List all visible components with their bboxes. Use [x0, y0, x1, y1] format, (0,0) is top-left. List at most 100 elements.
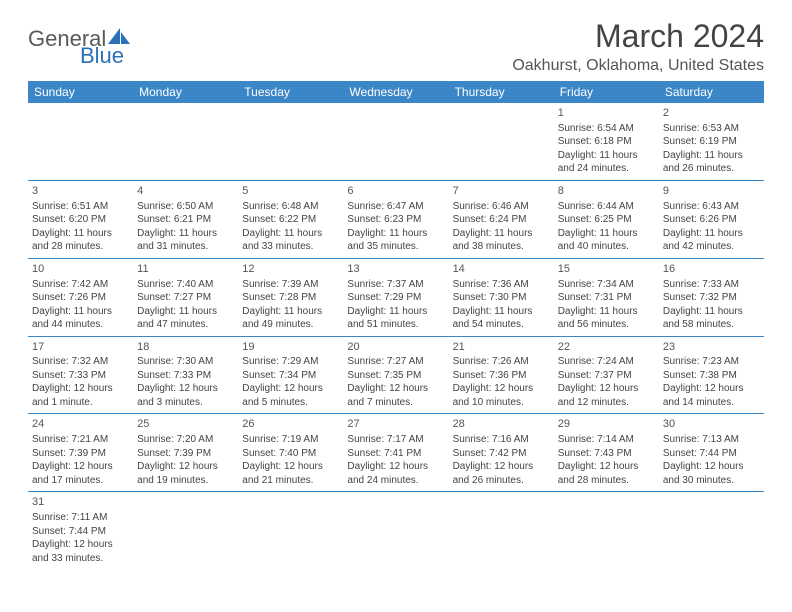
- daylight1-text: Daylight: 11 hours: [558, 227, 655, 241]
- daylight1-text: Daylight: 12 hours: [663, 460, 760, 474]
- daylight2-text: and 58 minutes.: [663, 318, 760, 332]
- calendar-cell: 11Sunrise: 7:40 AMSunset: 7:27 PMDayligh…: [133, 258, 238, 336]
- sunrise-text: Sunrise: 6:47 AM: [347, 200, 444, 214]
- sunset-text: Sunset: 7:28 PM: [242, 291, 339, 305]
- calendar-cell: 28Sunrise: 7:16 AMSunset: 7:42 PMDayligh…: [449, 414, 554, 492]
- daylight2-text: and 24 minutes.: [558, 162, 655, 176]
- daylight2-text: and 7 minutes.: [347, 396, 444, 410]
- sunset-text: Sunset: 7:43 PM: [558, 447, 655, 461]
- sunset-text: Sunset: 6:24 PM: [453, 213, 550, 227]
- sunrise-text: Sunrise: 7:23 AM: [663, 355, 760, 369]
- day-number: 15: [558, 262, 655, 277]
- sunset-text: Sunset: 6:20 PM: [32, 213, 129, 227]
- calendar-row: 1Sunrise: 6:54 AMSunset: 6:18 PMDaylight…: [28, 103, 764, 180]
- sunset-text: Sunset: 7:30 PM: [453, 291, 550, 305]
- daylight1-text: Daylight: 11 hours: [137, 305, 234, 319]
- sunset-text: Sunset: 6:22 PM: [242, 213, 339, 227]
- sunset-text: Sunset: 7:44 PM: [663, 447, 760, 461]
- daylight2-text: and 19 minutes.: [137, 474, 234, 488]
- sunrise-text: Sunrise: 7:20 AM: [137, 433, 234, 447]
- daylight1-text: Daylight: 11 hours: [558, 149, 655, 163]
- daylight1-text: Daylight: 12 hours: [137, 460, 234, 474]
- calendar-cell: 15Sunrise: 7:34 AMSunset: 7:31 PMDayligh…: [554, 258, 659, 336]
- day-number: 17: [32, 340, 129, 355]
- daylight1-text: Daylight: 12 hours: [32, 382, 129, 396]
- calendar-cell: 25Sunrise: 7:20 AMSunset: 7:39 PMDayligh…: [133, 414, 238, 492]
- sunset-text: Sunset: 7:31 PM: [558, 291, 655, 305]
- day-number: 5: [242, 184, 339, 199]
- daylight2-text: and 5 minutes.: [242, 396, 339, 410]
- calendar-cell: 9Sunrise: 6:43 AMSunset: 6:26 PMDaylight…: [659, 180, 764, 258]
- day-number: 11: [137, 262, 234, 277]
- daylight2-text: and 49 minutes.: [242, 318, 339, 332]
- day-number: 24: [32, 417, 129, 432]
- daylight2-text: and 28 minutes.: [32, 240, 129, 254]
- daylight1-text: Daylight: 11 hours: [453, 305, 550, 319]
- calendar-cell: 29Sunrise: 7:14 AMSunset: 7:43 PMDayligh…: [554, 414, 659, 492]
- daylight1-text: Daylight: 11 hours: [663, 227, 760, 241]
- calendar-row: 10Sunrise: 7:42 AMSunset: 7:26 PMDayligh…: [28, 258, 764, 336]
- sunset-text: Sunset: 7:33 PM: [32, 369, 129, 383]
- sunrise-text: Sunrise: 7:14 AM: [558, 433, 655, 447]
- calendar-cell: 27Sunrise: 7:17 AMSunset: 7:41 PMDayligh…: [343, 414, 448, 492]
- day-number: 8: [558, 184, 655, 199]
- daylight2-text: and 17 minutes.: [32, 474, 129, 488]
- daylight2-text: and 30 minutes.: [663, 474, 760, 488]
- day-number: 23: [663, 340, 760, 355]
- day-number: 16: [663, 262, 760, 277]
- sunrise-text: Sunrise: 7:42 AM: [32, 278, 129, 292]
- sunrise-text: Sunrise: 7:16 AM: [453, 433, 550, 447]
- sunrise-text: Sunrise: 7:30 AM: [137, 355, 234, 369]
- sunset-text: Sunset: 7:36 PM: [453, 369, 550, 383]
- daylight2-text: and 42 minutes.: [663, 240, 760, 254]
- header: General March 2024 Oakhurst, Oklahoma, U…: [28, 18, 764, 75]
- daylight1-text: Daylight: 11 hours: [32, 305, 129, 319]
- sunrise-text: Sunrise: 6:44 AM: [558, 200, 655, 214]
- calendar-cell: 21Sunrise: 7:26 AMSunset: 7:36 PMDayligh…: [449, 336, 554, 414]
- daylight2-text: and 26 minutes.: [453, 474, 550, 488]
- sunset-text: Sunset: 7:26 PM: [32, 291, 129, 305]
- calendar-cell: 4Sunrise: 6:50 AMSunset: 6:21 PMDaylight…: [133, 180, 238, 258]
- daylight1-text: Daylight: 11 hours: [137, 227, 234, 241]
- calendar-body: 1Sunrise: 6:54 AMSunset: 6:18 PMDaylight…: [28, 103, 764, 569]
- daylight2-text: and 24 minutes.: [347, 474, 444, 488]
- calendar-table: Sunday Monday Tuesday Wednesday Thursday…: [28, 81, 764, 569]
- daylight2-text: and 35 minutes.: [347, 240, 444, 254]
- daylight1-text: Daylight: 12 hours: [242, 382, 339, 396]
- calendar-cell: [238, 103, 343, 180]
- daylight2-text: and 10 minutes.: [453, 396, 550, 410]
- daylight2-text: and 14 minutes.: [663, 396, 760, 410]
- sunset-text: Sunset: 7:41 PM: [347, 447, 444, 461]
- day-number: 19: [242, 340, 339, 355]
- weekday-header: Monday: [133, 81, 238, 103]
- day-number: 6: [347, 184, 444, 199]
- calendar-cell: 16Sunrise: 7:33 AMSunset: 7:32 PMDayligh…: [659, 258, 764, 336]
- daylight2-text: and 54 minutes.: [453, 318, 550, 332]
- calendar-cell: 1Sunrise: 6:54 AMSunset: 6:18 PMDaylight…: [554, 103, 659, 180]
- day-number: 18: [137, 340, 234, 355]
- day-number: 25: [137, 417, 234, 432]
- daylight2-text: and 51 minutes.: [347, 318, 444, 332]
- calendar-cell: 2Sunrise: 6:53 AMSunset: 6:19 PMDaylight…: [659, 103, 764, 180]
- calendar-cell: 10Sunrise: 7:42 AMSunset: 7:26 PMDayligh…: [28, 258, 133, 336]
- day-number: 2: [663, 106, 760, 121]
- calendar-cell: 22Sunrise: 7:24 AMSunset: 7:37 PMDayligh…: [554, 336, 659, 414]
- daylight1-text: Daylight: 11 hours: [453, 227, 550, 241]
- sunrise-text: Sunrise: 7:32 AM: [32, 355, 129, 369]
- day-number: 27: [347, 417, 444, 432]
- daylight2-text: and 31 minutes.: [137, 240, 234, 254]
- daylight2-text: and 33 minutes.: [32, 552, 129, 566]
- sunset-text: Sunset: 7:42 PM: [453, 447, 550, 461]
- calendar-cell: [343, 103, 448, 180]
- sunrise-text: Sunrise: 7:33 AM: [663, 278, 760, 292]
- day-number: 21: [453, 340, 550, 355]
- weekday-header: Friday: [554, 81, 659, 103]
- day-number: 30: [663, 417, 760, 432]
- daylight1-text: Daylight: 11 hours: [558, 305, 655, 319]
- sunrise-text: Sunrise: 7:24 AM: [558, 355, 655, 369]
- weekday-header: Tuesday: [238, 81, 343, 103]
- calendar-cell: [238, 492, 343, 569]
- calendar-cell: 24Sunrise: 7:21 AMSunset: 7:39 PMDayligh…: [28, 414, 133, 492]
- daylight1-text: Daylight: 12 hours: [242, 460, 339, 474]
- weekday-header: Wednesday: [343, 81, 448, 103]
